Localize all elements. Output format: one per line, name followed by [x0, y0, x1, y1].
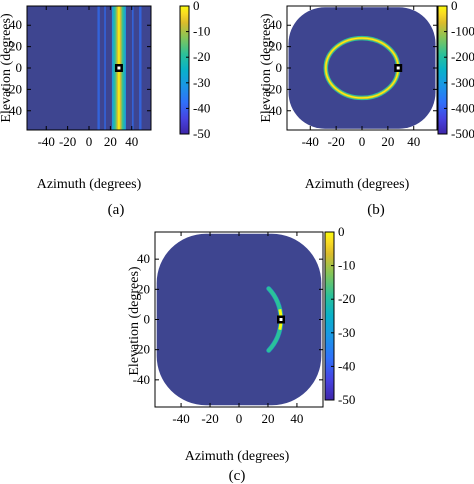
x-axis-label: Azimuth (degrees) [185, 449, 290, 464]
x-tick-label: 0 [236, 411, 243, 426]
colorbar-gradient [437, 5, 448, 135]
x-tick-label: -40 [38, 134, 55, 149]
colorbar-tick-label: -30 [193, 75, 210, 90]
y-tick-label: -40 [265, 103, 282, 118]
x-tick-label: -20 [201, 411, 218, 426]
y-tick-label: -20 [5, 81, 22, 96]
colorbar-tick-label: -30 [338, 325, 355, 340]
x-axis-label: Azimuth (degrees) [305, 177, 410, 192]
colorbar-tick-label: -10 [338, 258, 355, 273]
colorbar: 0 -10 -20 -30 -40 -50 [179, 0, 210, 141]
heatmap-field [27, 6, 151, 130]
x-tick-label: -20 [327, 134, 344, 149]
colorbar-tick-label: 0 [338, 224, 345, 239]
x-tick-label: 20 [381, 134, 394, 149]
chart-panel-1: -40 -20 0 20 40 40 20 0 -20 -40 Azimuth (degrees) E… [0, 0, 210, 218]
colorbar: 0 -100 -200 -300 -400 -500 [437, 0, 474, 141]
x-tick-label: 20 [261, 411, 274, 426]
x-tick-label: 0 [86, 134, 93, 149]
panel-caption: (c) [229, 468, 246, 484]
x-tick-label: 0 [359, 134, 366, 149]
colorbar-gradient [179, 5, 190, 135]
x-tick-label: 40 [125, 134, 138, 149]
colorbar-tick-label: -200 [451, 49, 474, 64]
y-tick-label: 0 [144, 312, 151, 327]
side-lobe-stripe [132, 6, 134, 130]
heatmap-background [27, 6, 151, 130]
x-tick-label: 40 [407, 134, 420, 149]
colorbar-tick-label: -500 [451, 126, 474, 141]
colorbar-tick-label: -300 [451, 75, 474, 90]
x-tick-label: 40 [290, 411, 303, 426]
x-tick-label: -20 [59, 134, 76, 149]
colorbar-tick-label: -100 [451, 24, 474, 39]
colorbar: 0 -10 -20 -30 -40 -50 [324, 224, 355, 407]
x-axis-label: Azimuth (degrees) [37, 177, 142, 192]
colorbar-tick-label: 0 [451, 0, 458, 13]
y-axis-label: Elevation (degrees) [259, 13, 274, 123]
y-tick-label: 0 [16, 60, 23, 75]
colorbar-tick-label: -400 [451, 100, 474, 115]
y-tick-label: -40 [133, 372, 150, 387]
colorbar-tick-label: -50 [193, 126, 210, 141]
colorbar-tick-label: -20 [193, 49, 210, 64]
heatmap-field [156, 233, 322, 406]
colorbar-tick-label: 0 [193, 0, 200, 13]
y-tick-label: 20 [9, 39, 22, 54]
y-tick-label: 20 [269, 39, 282, 54]
colorbar-gradient [324, 231, 335, 401]
y-tick-label: -20 [133, 342, 150, 357]
side-lobe-stripe [104, 6, 106, 130]
x-tick-label: 20 [104, 134, 117, 149]
x-tick-label: -40 [172, 411, 189, 426]
y-tick-label: 40 [9, 17, 22, 32]
y-tick-label: -40 [5, 103, 22, 118]
y-tick-label: 20 [137, 281, 150, 296]
y-tick-label: -20 [265, 81, 282, 96]
side-lobe-stripe [139, 6, 142, 130]
heatmap-field [288, 7, 436, 129]
chart-panel-3: -40 -20 0 20 40 40 20 0 -20 -40 Azimuth (degrees) E… [127, 224, 355, 484]
colorbar-tick-label: -50 [338, 392, 355, 407]
x-tick-label: -40 [302, 134, 319, 149]
target-marker-center [117, 66, 121, 70]
panel-caption: (a) [108, 202, 125, 218]
heatmap-region [288, 7, 436, 129]
target-marker-center [396, 66, 400, 70]
colorbar-tick-label: -40 [193, 100, 210, 115]
y-tick-label: 40 [269, 17, 282, 32]
y-tick-label: 40 [137, 251, 150, 266]
y-tick-label: 0 [276, 60, 283, 75]
y-axis-label: Elevation (degrees) [127, 266, 142, 376]
colorbar-tick-label: -10 [193, 24, 210, 39]
heatmap-region [156, 233, 322, 406]
panel-caption: (b) [367, 202, 385, 218]
side-lobe-stripe [97, 6, 100, 130]
colorbar-tick-label: -20 [338, 291, 355, 306]
colorbar-tick-label: -40 [338, 358, 355, 373]
target-marker-center [279, 318, 283, 321]
y-axis-label: Elevation (degrees) [0, 13, 14, 123]
